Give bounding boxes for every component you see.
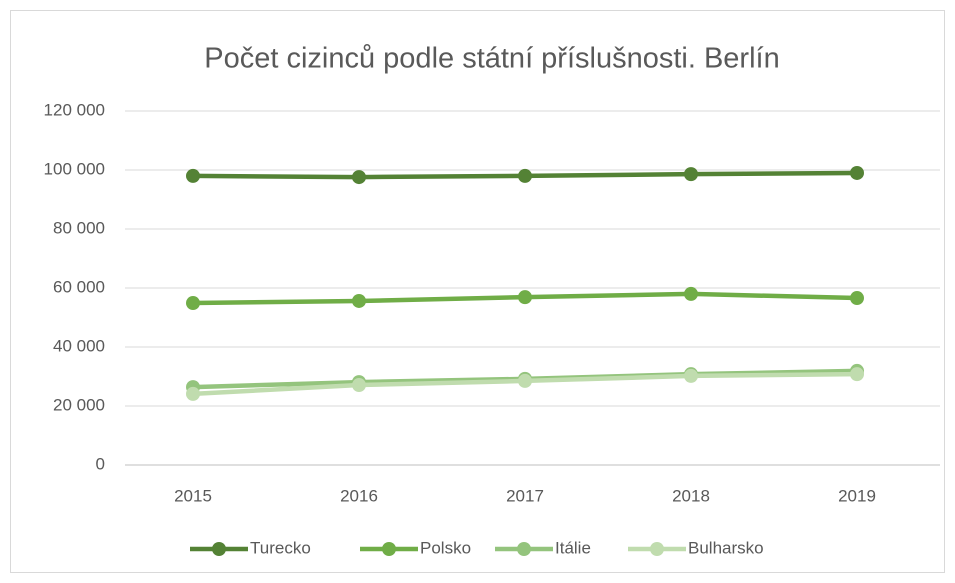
data-point <box>518 168 532 183</box>
chart-title: Počet cizinců podle státní příslušnosti.… <box>204 43 779 75</box>
legend-label: Polsko <box>420 538 471 557</box>
x-tick-label: 2015 <box>174 486 212 505</box>
y-tick-label: 60 000 <box>53 277 105 296</box>
chart-frame <box>10 10 945 573</box>
data-point <box>850 367 864 382</box>
y-tick-label: 100 000 <box>44 159 105 178</box>
legend-marker <box>517 542 531 556</box>
legend-label: Bulharsko <box>688 538 764 557</box>
y-tick-label: 120 000 <box>44 100 105 119</box>
legend-marker <box>212 542 226 556</box>
x-tick-label: 2019 <box>838 486 876 505</box>
legend-marker <box>650 542 664 556</box>
data-point <box>518 373 532 388</box>
y-tick-label: 40 000 <box>53 336 105 355</box>
data-point <box>352 378 366 393</box>
data-point <box>352 170 366 185</box>
data-point <box>186 296 200 311</box>
y-tick-label: 20 000 <box>53 395 105 414</box>
y-tick-label: 0 <box>96 454 105 473</box>
y-tick-label: 80 000 <box>53 218 105 237</box>
legend-label: Turecko <box>250 538 311 557</box>
data-point <box>518 290 532 305</box>
x-tick-label: 2017 <box>506 486 544 505</box>
data-point <box>850 291 864 306</box>
legend-label: Itálie <box>555 538 591 557</box>
x-tick-label: 2018 <box>672 486 710 505</box>
data-point <box>186 168 200 183</box>
data-point <box>684 368 698 383</box>
data-point <box>186 386 200 401</box>
data-point <box>850 165 864 180</box>
data-point <box>352 293 366 308</box>
x-tick-label: 2016 <box>340 486 378 505</box>
data-point <box>684 167 698 182</box>
data-point <box>684 286 698 301</box>
legend-marker <box>382 542 396 556</box>
